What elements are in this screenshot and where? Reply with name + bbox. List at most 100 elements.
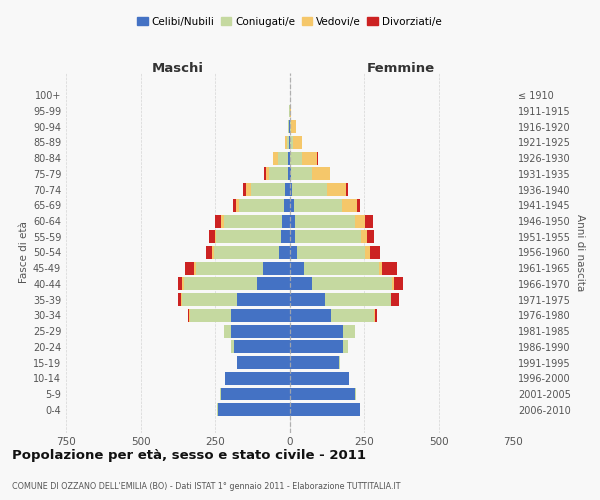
Bar: [379, 262, 382, 274]
Bar: [221, 214, 224, 228]
Bar: [290, 293, 325, 306]
Bar: [288, 152, 290, 164]
Bar: [290, 356, 338, 369]
Bar: [290, 309, 331, 322]
Bar: [394, 278, 403, 290]
Bar: [294, 199, 341, 212]
Bar: [292, 183, 327, 196]
Bar: [290, 152, 302, 164]
Bar: [263, 262, 290, 274]
Bar: [178, 278, 182, 290]
Bar: [194, 262, 196, 274]
Bar: [281, 230, 290, 243]
Bar: [338, 356, 340, 369]
Bar: [212, 246, 214, 259]
Bar: [365, 214, 373, 228]
Bar: [257, 278, 290, 290]
Bar: [290, 340, 343, 353]
Text: Femmine: Femmine: [367, 62, 436, 75]
Bar: [312, 278, 392, 290]
Bar: [290, 246, 297, 259]
Bar: [293, 136, 302, 149]
Bar: [232, 324, 290, 338]
Bar: [295, 214, 355, 228]
Bar: [341, 199, 356, 212]
Text: Maschi: Maschi: [152, 62, 204, 75]
Bar: [290, 230, 295, 243]
Bar: [343, 324, 355, 338]
Bar: [287, 136, 289, 149]
Bar: [218, 403, 290, 416]
Bar: [290, 199, 294, 212]
Bar: [278, 152, 288, 164]
Bar: [291, 120, 296, 133]
Bar: [290, 388, 355, 400]
Bar: [290, 403, 359, 416]
Bar: [290, 120, 291, 133]
Bar: [285, 183, 290, 196]
Bar: [290, 262, 304, 274]
Bar: [279, 246, 290, 259]
Bar: [264, 168, 266, 180]
Bar: [361, 230, 367, 243]
Bar: [251, 183, 285, 196]
Bar: [269, 168, 288, 180]
Bar: [290, 168, 291, 180]
Bar: [226, 372, 290, 384]
Bar: [266, 168, 269, 180]
Bar: [392, 278, 394, 290]
Bar: [304, 262, 379, 274]
Bar: [244, 183, 246, 196]
Bar: [370, 246, 380, 259]
Bar: [232, 340, 235, 353]
Bar: [365, 246, 370, 259]
Bar: [214, 246, 279, 259]
Bar: [238, 356, 290, 369]
Bar: [206, 246, 212, 259]
Bar: [196, 262, 263, 274]
Y-axis label: Fasce di età: Fasce di età: [19, 222, 29, 284]
Bar: [327, 183, 346, 196]
Bar: [178, 293, 181, 306]
Bar: [181, 293, 182, 306]
Bar: [331, 309, 374, 322]
Bar: [290, 136, 293, 149]
Bar: [232, 309, 290, 322]
Bar: [297, 246, 365, 259]
Bar: [221, 388, 290, 400]
Bar: [246, 183, 251, 196]
Bar: [288, 168, 290, 180]
Bar: [217, 230, 281, 243]
Bar: [290, 324, 343, 338]
Bar: [375, 309, 377, 322]
Bar: [346, 183, 347, 196]
Bar: [182, 293, 238, 306]
Bar: [343, 340, 347, 353]
Bar: [236, 199, 239, 212]
Bar: [382, 262, 397, 274]
Bar: [325, 293, 391, 306]
Bar: [302, 152, 317, 164]
Bar: [290, 183, 292, 196]
Text: Popolazione per età, sesso e stato civile - 2011: Popolazione per età, sesso e stato civil…: [12, 450, 366, 462]
Bar: [355, 214, 365, 228]
Bar: [209, 230, 215, 243]
Legend: Celibi/Nubili, Coniugati/e, Vedovi/e, Divorziati/e: Celibi/Nubili, Coniugati/e, Vedovi/e, Di…: [137, 16, 442, 26]
Bar: [215, 214, 221, 228]
Bar: [182, 278, 184, 290]
Bar: [224, 324, 232, 338]
Bar: [238, 293, 290, 306]
Bar: [224, 214, 282, 228]
Bar: [239, 199, 284, 212]
Bar: [290, 372, 349, 384]
Bar: [285, 136, 287, 149]
Bar: [185, 262, 194, 274]
Bar: [290, 278, 312, 290]
Bar: [312, 168, 330, 180]
Bar: [184, 278, 257, 290]
Bar: [295, 230, 361, 243]
Bar: [290, 214, 295, 228]
Y-axis label: Anni di nascita: Anni di nascita: [575, 214, 585, 291]
Bar: [391, 293, 399, 306]
Bar: [215, 230, 217, 243]
